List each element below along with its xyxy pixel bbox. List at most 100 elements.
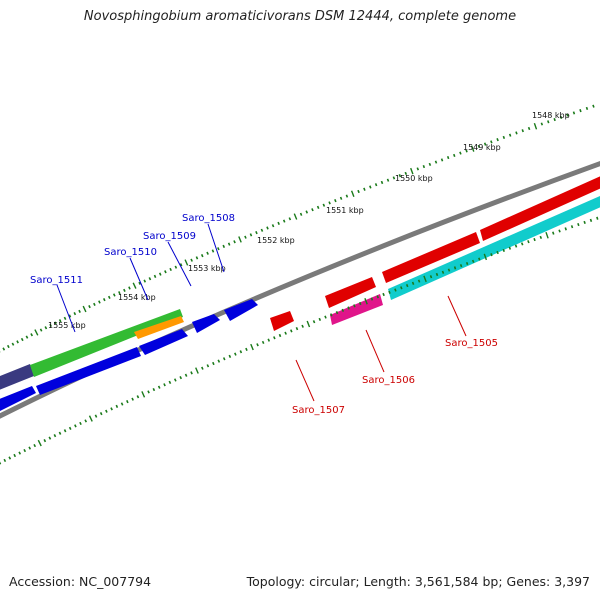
minor-tick: [33, 443, 37, 448]
cds-block-darkblue: [0, 364, 34, 390]
connector-saro-1511: [56, 284, 76, 333]
accession-text: Accession: NC_007794: [9, 574, 152, 589]
genome-summary-text: Topology: circular; Length: 3,561,584 bp…: [246, 574, 590, 589]
minor-tick: [417, 279, 421, 283]
minor-tick: [53, 434, 57, 438]
minor-tick: [465, 149, 468, 153]
cds-block-minus: [382, 232, 480, 283]
minor-tick: [2, 347, 6, 351]
minor-tick: [435, 272, 439, 277]
minor-tick: [98, 300, 101, 304]
gene-label-saro-1506: Saro_1506: [362, 375, 415, 386]
minor-tick: [559, 115, 563, 119]
minor-tick: [30, 333, 34, 337]
minor-tick: [3, 458, 7, 463]
minor-tick: [324, 315, 327, 319]
minor-tick: [84, 419, 88, 423]
minor-tick: [49, 323, 52, 327]
minor-tick: [453, 266, 457, 270]
major-tick: [533, 122, 538, 130]
minor-tick: [490, 140, 493, 144]
minor-tick: [179, 376, 183, 380]
minor-tick: [195, 256, 199, 260]
minor-tick: [312, 320, 316, 324]
plus-row-inner: [0, 299, 258, 411]
minor-tick: [316, 205, 320, 210]
tick-label-1549: 1549 kbp: [463, 143, 501, 152]
minor-tick: [585, 106, 589, 111]
minor-tick: [299, 212, 303, 216]
minor-tick: [190, 371, 193, 375]
major-tick: [364, 298, 368, 305]
minor-tick: [380, 180, 384, 185]
gene-label-saro-1508: Saro_1508: [182, 213, 235, 224]
minor-tick: [128, 286, 131, 290]
minor-tick: [334, 198, 337, 203]
minor-tick: [446, 156, 450, 160]
minor-tick: [596, 216, 599, 220]
minor-tick: [211, 249, 215, 253]
minor-tick: [322, 203, 326, 207]
minor-tick: [153, 274, 157, 279]
minor-tick: [23, 448, 27, 453]
major-tick: [545, 231, 549, 239]
minor-tick: [110, 407, 113, 411]
major-tick: [410, 167, 414, 175]
minor-tick: [8, 456, 12, 460]
minor-tick: [206, 364, 210, 368]
minor-tick: [136, 395, 140, 399]
minor-tick: [201, 366, 204, 370]
minor-tick: [266, 226, 269, 230]
cds-block-plus: [36, 347, 141, 395]
minor-tick: [212, 361, 215, 366]
gene-label-saro-1510: Saro_1510: [104, 247, 157, 258]
cds-block-plus: [224, 299, 258, 321]
minor-tick: [447, 268, 451, 272]
minor-tick: [428, 162, 432, 166]
minor-tick: [429, 275, 433, 279]
major-tick: [141, 391, 146, 398]
minor-tick: [520, 242, 524, 246]
outer-tick-marks: [0, 104, 595, 353]
minor-tick: [25, 335, 29, 339]
minor-tick: [179, 263, 183, 267]
minor-tick: [94, 414, 98, 418]
minor-tick: [234, 352, 237, 356]
minor-tick: [374, 183, 378, 187]
minor-tick: [271, 224, 275, 228]
major-tick: [423, 275, 427, 283]
minor-tick: [112, 293, 116, 297]
minor-tick: [577, 223, 580, 227]
minor-tick: [44, 326, 48, 330]
minor-tick: [341, 308, 345, 312]
minor-tick: [521, 129, 524, 133]
minor-tick: [169, 267, 172, 272]
minor-tick: [386, 178, 390, 182]
minor-tick: [78, 309, 81, 313]
minor-tick: [148, 277, 152, 281]
major-tick: [195, 367, 199, 374]
minor-tick: [20, 337, 24, 342]
connector-saro-1509: [167, 241, 192, 287]
minor-tick: [416, 167, 420, 171]
connector-saro-1505: [447, 295, 467, 337]
minor-tick: [54, 321, 57, 325]
minor-tick: [539, 235, 543, 239]
connector-saro-1510: [129, 257, 149, 301]
cds-block-plus: [192, 314, 220, 333]
minor-tick: [228, 354, 232, 359]
major-tick: [293, 213, 298, 220]
minor-tick: [301, 324, 304, 328]
minor-tick: [217, 359, 221, 363]
minor-tick: [496, 250, 499, 255]
connector-saro-1506: [365, 329, 385, 373]
minor-tick: [398, 174, 402, 178]
major-tick: [306, 320, 311, 328]
genome-title: Novosphingobium aromaticivorans DSM 1244…: [83, 9, 517, 24]
cds-block-minus: [325, 277, 376, 308]
minor-tick: [0, 461, 2, 465]
minor-tick: [471, 259, 475, 263]
minor-tick: [328, 201, 331, 205]
minor-tick: [508, 133, 512, 137]
minor-tick: [217, 247, 220, 251]
